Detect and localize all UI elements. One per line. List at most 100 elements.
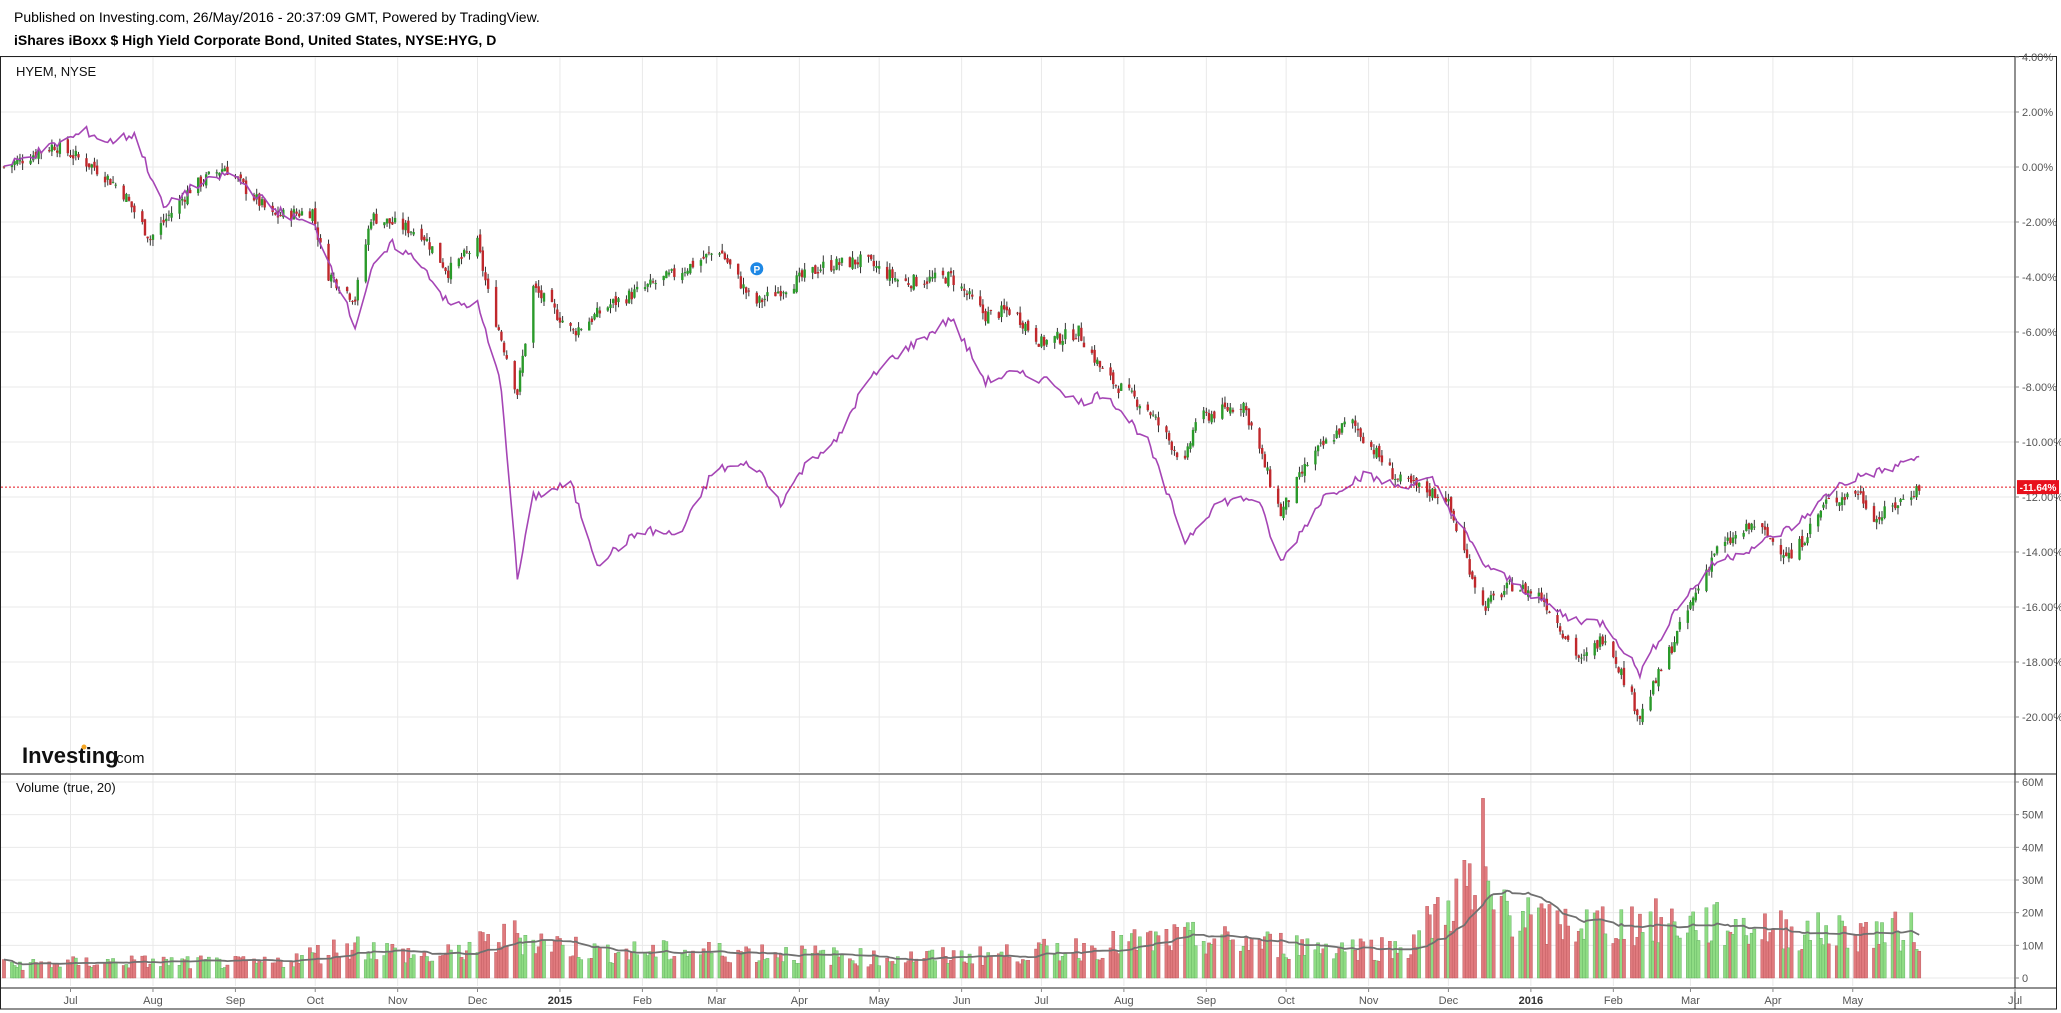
candle-body (776, 291, 780, 294)
volume-bar (560, 944, 565, 979)
candle-body (667, 272, 671, 275)
volume-bar (709, 952, 714, 979)
candle-body (423, 236, 426, 241)
logo-dot-icon (81, 744, 87, 750)
volume-bar (185, 956, 190, 979)
candle-body (1723, 541, 1727, 547)
candle-body (1447, 499, 1450, 502)
candle-body (369, 221, 373, 229)
candle-body (1021, 322, 1025, 329)
candle-body (1540, 592, 1543, 599)
volume-bar (653, 956, 658, 979)
candle-body (1093, 349, 1096, 363)
price-tick-label: -14.00% (2022, 547, 2061, 559)
candle-body (1250, 422, 1253, 426)
candle-body (1133, 390, 1136, 397)
candle-body (1782, 555, 1785, 558)
volume-bar (1231, 939, 1235, 979)
candle-body (811, 267, 814, 273)
volume-bar (1369, 939, 1374, 979)
candle-body (1306, 464, 1309, 467)
volume-bar (1826, 943, 1831, 979)
candle-body (353, 299, 357, 302)
candle-body (1303, 463, 1306, 476)
candle-body (646, 283, 649, 287)
candle-body (1524, 583, 1527, 595)
candle-body (181, 198, 184, 201)
candle-body (699, 260, 703, 266)
volume-bar (151, 958, 155, 979)
volume-bar (1491, 909, 1496, 979)
candle-body (258, 193, 261, 206)
candle-body (1508, 580, 1511, 582)
x-tick-label: Apr (1764, 995, 1781, 1007)
candle-body (1359, 428, 1362, 438)
volume-bar (989, 955, 993, 979)
candle-body (705, 253, 708, 258)
candle-body (1316, 445, 1320, 452)
candle-body (1694, 592, 1697, 601)
candle-body (56, 150, 59, 153)
candle-body (242, 178, 245, 183)
x-tick-label: Sep (1197, 995, 1217, 1007)
candle-body (1266, 467, 1269, 471)
candle-body (779, 291, 782, 297)
candle-body (1314, 450, 1317, 465)
candle-body (877, 266, 881, 269)
candle-body (1675, 630, 1679, 644)
candle-body (1582, 654, 1586, 656)
candle-body (1561, 633, 1564, 638)
candle-body (635, 286, 639, 290)
candle-body (1016, 312, 1019, 314)
candle-body (1213, 411, 1216, 419)
candle-body (933, 272, 937, 279)
event-marker-icon[interactable] (749, 261, 765, 277)
candle-body (513, 361, 516, 390)
candle-body (1207, 413, 1211, 421)
candle-body (896, 279, 899, 282)
volume-bar (1779, 910, 1783, 979)
volume-bar (1547, 904, 1552, 979)
volume-ma-line (3, 889, 1920, 966)
candle-body (189, 189, 192, 194)
candle-body (1660, 669, 1663, 672)
volume-bar (486, 934, 490, 979)
candle-body (681, 273, 684, 281)
candle-body (1351, 419, 1354, 424)
x-tick-label: 2015 (548, 995, 572, 1007)
candle-body (2, 166, 6, 168)
candle-body (869, 255, 873, 260)
candle-body (1412, 480, 1416, 482)
volume-bar (914, 958, 919, 979)
candle-body (1891, 505, 1894, 507)
candle-body (744, 287, 748, 293)
volume-bar (1249, 938, 1254, 979)
volume-bar (1342, 951, 1347, 979)
x-tick-label: Nov (388, 995, 408, 1007)
candle-body (627, 290, 631, 303)
candle-body (893, 278, 897, 281)
candle-body (1548, 611, 1551, 613)
price-tick-label: 2.00% (2022, 107, 2053, 119)
candle-body (1151, 414, 1155, 416)
volume-bar (1630, 906, 1634, 979)
volume-bar (1212, 938, 1217, 979)
candle-body (1824, 499, 1828, 504)
candle-body (255, 194, 258, 200)
candle-body (617, 298, 620, 303)
candle-body (867, 254, 870, 257)
candle-body (859, 254, 862, 268)
investing-logo[interactable]: Investing .com (22, 743, 145, 768)
candle-body (1915, 486, 1918, 498)
volume-bar (1380, 937, 1384, 979)
candle-body (311, 209, 314, 221)
candle-body (1005, 306, 1009, 311)
volume-bar (1622, 938, 1626, 979)
candle-body (1300, 471, 1304, 474)
volume-bar (1156, 935, 1161, 979)
price-pane-label: HYEM, NYSE (16, 64, 97, 79)
candle-body (1816, 514, 1820, 527)
volume-bar (840, 954, 844, 979)
candle-body (838, 262, 841, 265)
